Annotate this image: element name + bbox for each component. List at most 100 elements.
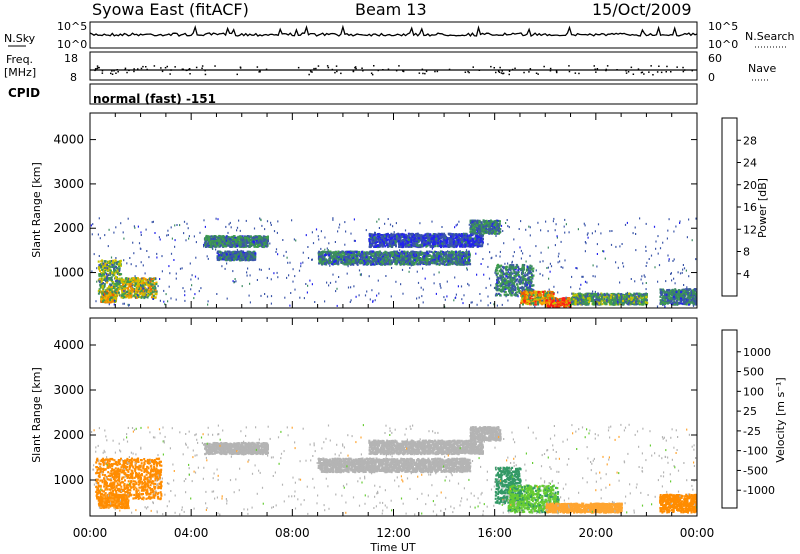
heatmap-cell bbox=[413, 250, 416, 254]
heatmap-cell bbox=[476, 245, 479, 248]
heatmap-cell bbox=[452, 242, 455, 246]
nave-dot bbox=[555, 70, 558, 72]
heatmap-cell bbox=[343, 260, 346, 263]
heatmap-cell bbox=[398, 254, 400, 257]
heatmap-cell bbox=[411, 235, 414, 238]
heatmap-cell bbox=[98, 280, 101, 283]
heatmap-cell bbox=[415, 253, 418, 256]
heatmap-cell bbox=[457, 260, 460, 264]
nave-dots bbox=[94, 65, 693, 76]
heatmap-cell bbox=[254, 257, 256, 260]
nave-dot bbox=[514, 67, 516, 70]
heatmap-cell bbox=[223, 242, 226, 245]
heatmap-cell bbox=[336, 253, 339, 256]
heatmap-cell bbox=[396, 256, 399, 259]
heatmap-cell bbox=[105, 295, 108, 298]
nave-dot bbox=[160, 67, 162, 69]
heatmap-cell bbox=[393, 258, 396, 261]
heatmap-cell bbox=[440, 241, 443, 244]
heatmap-cell bbox=[392, 242, 395, 245]
heatmap-cell bbox=[106, 287, 109, 290]
heatmap-cell bbox=[239, 244, 242, 247]
nave-dot bbox=[128, 69, 130, 72]
heatmap-cell bbox=[439, 253, 442, 256]
heatmap-cell bbox=[402, 242, 405, 245]
heatmap-cell bbox=[334, 251, 337, 254]
heatmap-cell bbox=[250, 242, 253, 246]
heatmap-cell bbox=[459, 261, 461, 264]
nave-dot bbox=[594, 68, 596, 70]
nave-dot bbox=[640, 71, 643, 74]
heatmap-cell bbox=[407, 243, 410, 247]
heatmap-cell bbox=[388, 242, 391, 245]
heatmap-cell bbox=[120, 273, 123, 276]
heatmap-cell bbox=[110, 290, 112, 294]
heatmap-cell bbox=[359, 262, 362, 265]
heatmap-cell bbox=[107, 267, 110, 270]
heatmap-cell bbox=[435, 260, 438, 263]
heatmap-cell bbox=[142, 289, 145, 292]
heatmap-cell bbox=[430, 250, 433, 253]
heatmap-cell bbox=[416, 259, 419, 262]
heatmap-cell bbox=[111, 272, 113, 275]
heatmap-cell bbox=[412, 238, 414, 241]
nave-dot bbox=[170, 69, 172, 71]
heatmap-cell bbox=[451, 258, 453, 261]
heatmap-cell bbox=[247, 259, 250, 262]
heatmap-cell bbox=[390, 261, 393, 264]
heatmap-cell bbox=[477, 239, 480, 242]
heatmap-cell bbox=[447, 255, 450, 258]
heatmap-cell bbox=[251, 236, 254, 239]
heatmap-cell bbox=[460, 233, 463, 236]
heatmap-cell bbox=[388, 263, 391, 266]
heatmap-cell bbox=[369, 263, 372, 266]
heatmap-cell bbox=[321, 254, 324, 257]
heatmap-cell bbox=[379, 238, 382, 241]
heatmap-cell bbox=[233, 241, 236, 244]
heatmap-cell bbox=[378, 233, 381, 236]
heatmap-cell bbox=[109, 292, 112, 296]
heatmap-cell bbox=[369, 243, 372, 246]
nave-dot bbox=[181, 68, 184, 70]
heatmap-cell bbox=[425, 262, 428, 265]
heatmap-cell bbox=[410, 238, 413, 241]
heatmap-cell bbox=[266, 244, 269, 247]
heatmap-cell bbox=[395, 233, 398, 236]
heatmap-cell bbox=[427, 262, 429, 266]
heatmap-cell bbox=[260, 240, 263, 243]
heatmap-cell bbox=[111, 288, 113, 291]
heatmap-cell bbox=[469, 245, 472, 248]
heatmap-cell bbox=[129, 281, 132, 284]
heatmap-cell bbox=[467, 253, 470, 256]
heatmap-cell bbox=[433, 253, 435, 256]
heatmap-cell bbox=[118, 280, 121, 283]
nave-dot bbox=[101, 70, 104, 72]
heatmap-cell bbox=[453, 240, 456, 243]
heatmap-cell bbox=[234, 238, 237, 241]
heatmap-cell bbox=[376, 238, 378, 241]
heatmap-cell bbox=[410, 233, 413, 236]
heatmap-cell bbox=[427, 252, 430, 255]
heatmap-cell bbox=[99, 290, 101, 293]
heatmap-cell bbox=[388, 259, 390, 262]
heatmap-cell bbox=[442, 263, 445, 266]
heatmap-cell bbox=[217, 238, 220, 241]
heatmap-cell bbox=[115, 284, 118, 287]
heatmap-cell bbox=[419, 235, 422, 238]
nave-dot bbox=[691, 69, 693, 72]
nave-dot bbox=[500, 72, 503, 74]
heatmap-cell bbox=[210, 241, 212, 244]
heatmap-cell bbox=[147, 292, 150, 295]
nave-dot bbox=[310, 70, 312, 73]
heatmap-cell bbox=[377, 254, 380, 257]
heatmap-cell bbox=[451, 236, 454, 239]
heatmap-cell bbox=[343, 253, 346, 256]
heatmap-cell bbox=[120, 278, 123, 281]
heatmap-cell bbox=[124, 283, 127, 286]
nave-dot bbox=[309, 69, 312, 72]
heatmap-cell bbox=[220, 254, 222, 257]
heatmap-cell bbox=[391, 252, 394, 255]
heatmap-cell bbox=[391, 255, 394, 258]
heatmap-cell bbox=[353, 260, 356, 263]
heatmap-cell bbox=[430, 256, 433, 260]
